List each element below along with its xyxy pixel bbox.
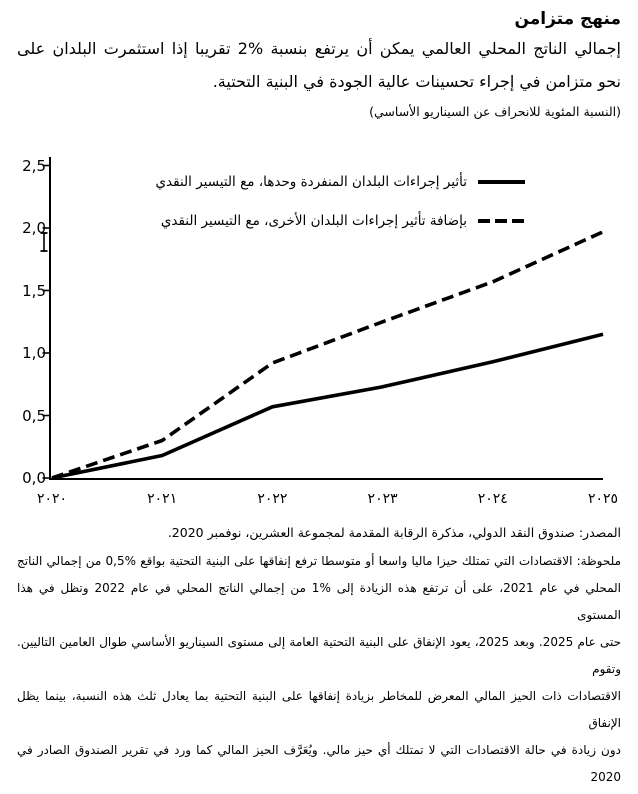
y-axis-ticks: [42, 164, 50, 479]
series-line-solid: [51, 332, 604, 480]
y-tick-label: 2,5: [22, 156, 46, 175]
footnote-line: ملحوظة: الاقتصادات التي تمتلك حيزا ماليا…: [17, 554, 621, 568]
chart-legend: تأثير إجراءات البلدان المنفردة وحدها، مع…: [155, 174, 525, 252]
series-line-dashed: [51, 230, 604, 480]
y-tick-label: 1,0: [22, 344, 46, 362]
figure-subtitle-line1: إجمالي الناتج المحلي العالمي يمكن أن يرت…: [17, 39, 621, 58]
legend-line-dashed-swatch: [478, 219, 525, 223]
y-tick-label: 0,0: [22, 469, 46, 487]
axis-unit-note: (النسبة المئوية للانحراف عن السيناريو ال…: [369, 104, 621, 119]
chart-figure: 0,0 0,5 1,0 1,5 2,0 2,5 ٢٠٢٠ ٢٠٢١ ٢٠٢٢ ٢٠٢٣ ٢٠٢٤ ٢…: [0, 143, 638, 521]
legend-label-spillovers: بإضافة تأثير إجراءات البلدان الأخرى، مع …: [160, 213, 467, 229]
source-line: المصدر: صندوق النقد الدولي، مذكرة الرقاب…: [167, 525, 621, 540]
footnote-line: الاقتصادات ذات الحيز المالي المعرض للمخا…: [17, 689, 621, 730]
chart-canvas: [42, 157, 604, 480]
y-tick-label: 1,5: [22, 281, 46, 300]
legend-label-individual: تأثير إجراءات البلدان المنفردة وحدها، مع…: [155, 174, 467, 190]
footnote-line: حتى عام 2025. وبعد 2025، يعود الإنفاق عل…: [17, 635, 622, 676]
footnote-line: المحلي في عام 2021، على أن ترتفع هذه الز…: [17, 581, 621, 622]
footnote-line: دون زيادة في حالة الاقتصادات التي لا تمت…: [17, 743, 621, 784]
text-cursor-icon: [40, 232, 48, 252]
legend-item-individual: تأثير إجراءات البلدان المنفردة وحدها، مع…: [155, 174, 525, 190]
x-tick-label: ٢٠٢١: [147, 491, 178, 507]
x-tick-label: ٢٠٢٢: [257, 491, 288, 507]
figure-subtitle-line2: نحو متزامن في إجراء تحسينات عالية الجودة…: [212, 72, 621, 91]
legend-line-solid-swatch: [478, 180, 525, 184]
x-tick-label: ٢٠٢٥: [587, 491, 619, 507]
x-tick-label: ٢٠٢٣: [367, 491, 398, 507]
x-tick-label: ٢٠٢٤: [477, 491, 508, 507]
figure-title: منهج متزامن: [514, 9, 621, 29]
y-tick-label: 0,5: [22, 406, 46, 425]
legend-item-spillovers: بإضافة تأثير إجراءات البلدان الأخرى، مع …: [155, 213, 525, 229]
x-tick-label: ٢٠٢٠: [36, 491, 68, 507]
y-tick-label: 2,0: [22, 219, 46, 237]
footnote: ملحوظة: الاقتصادات التي تمتلك حيزا ماليا…: [17, 548, 621, 794]
